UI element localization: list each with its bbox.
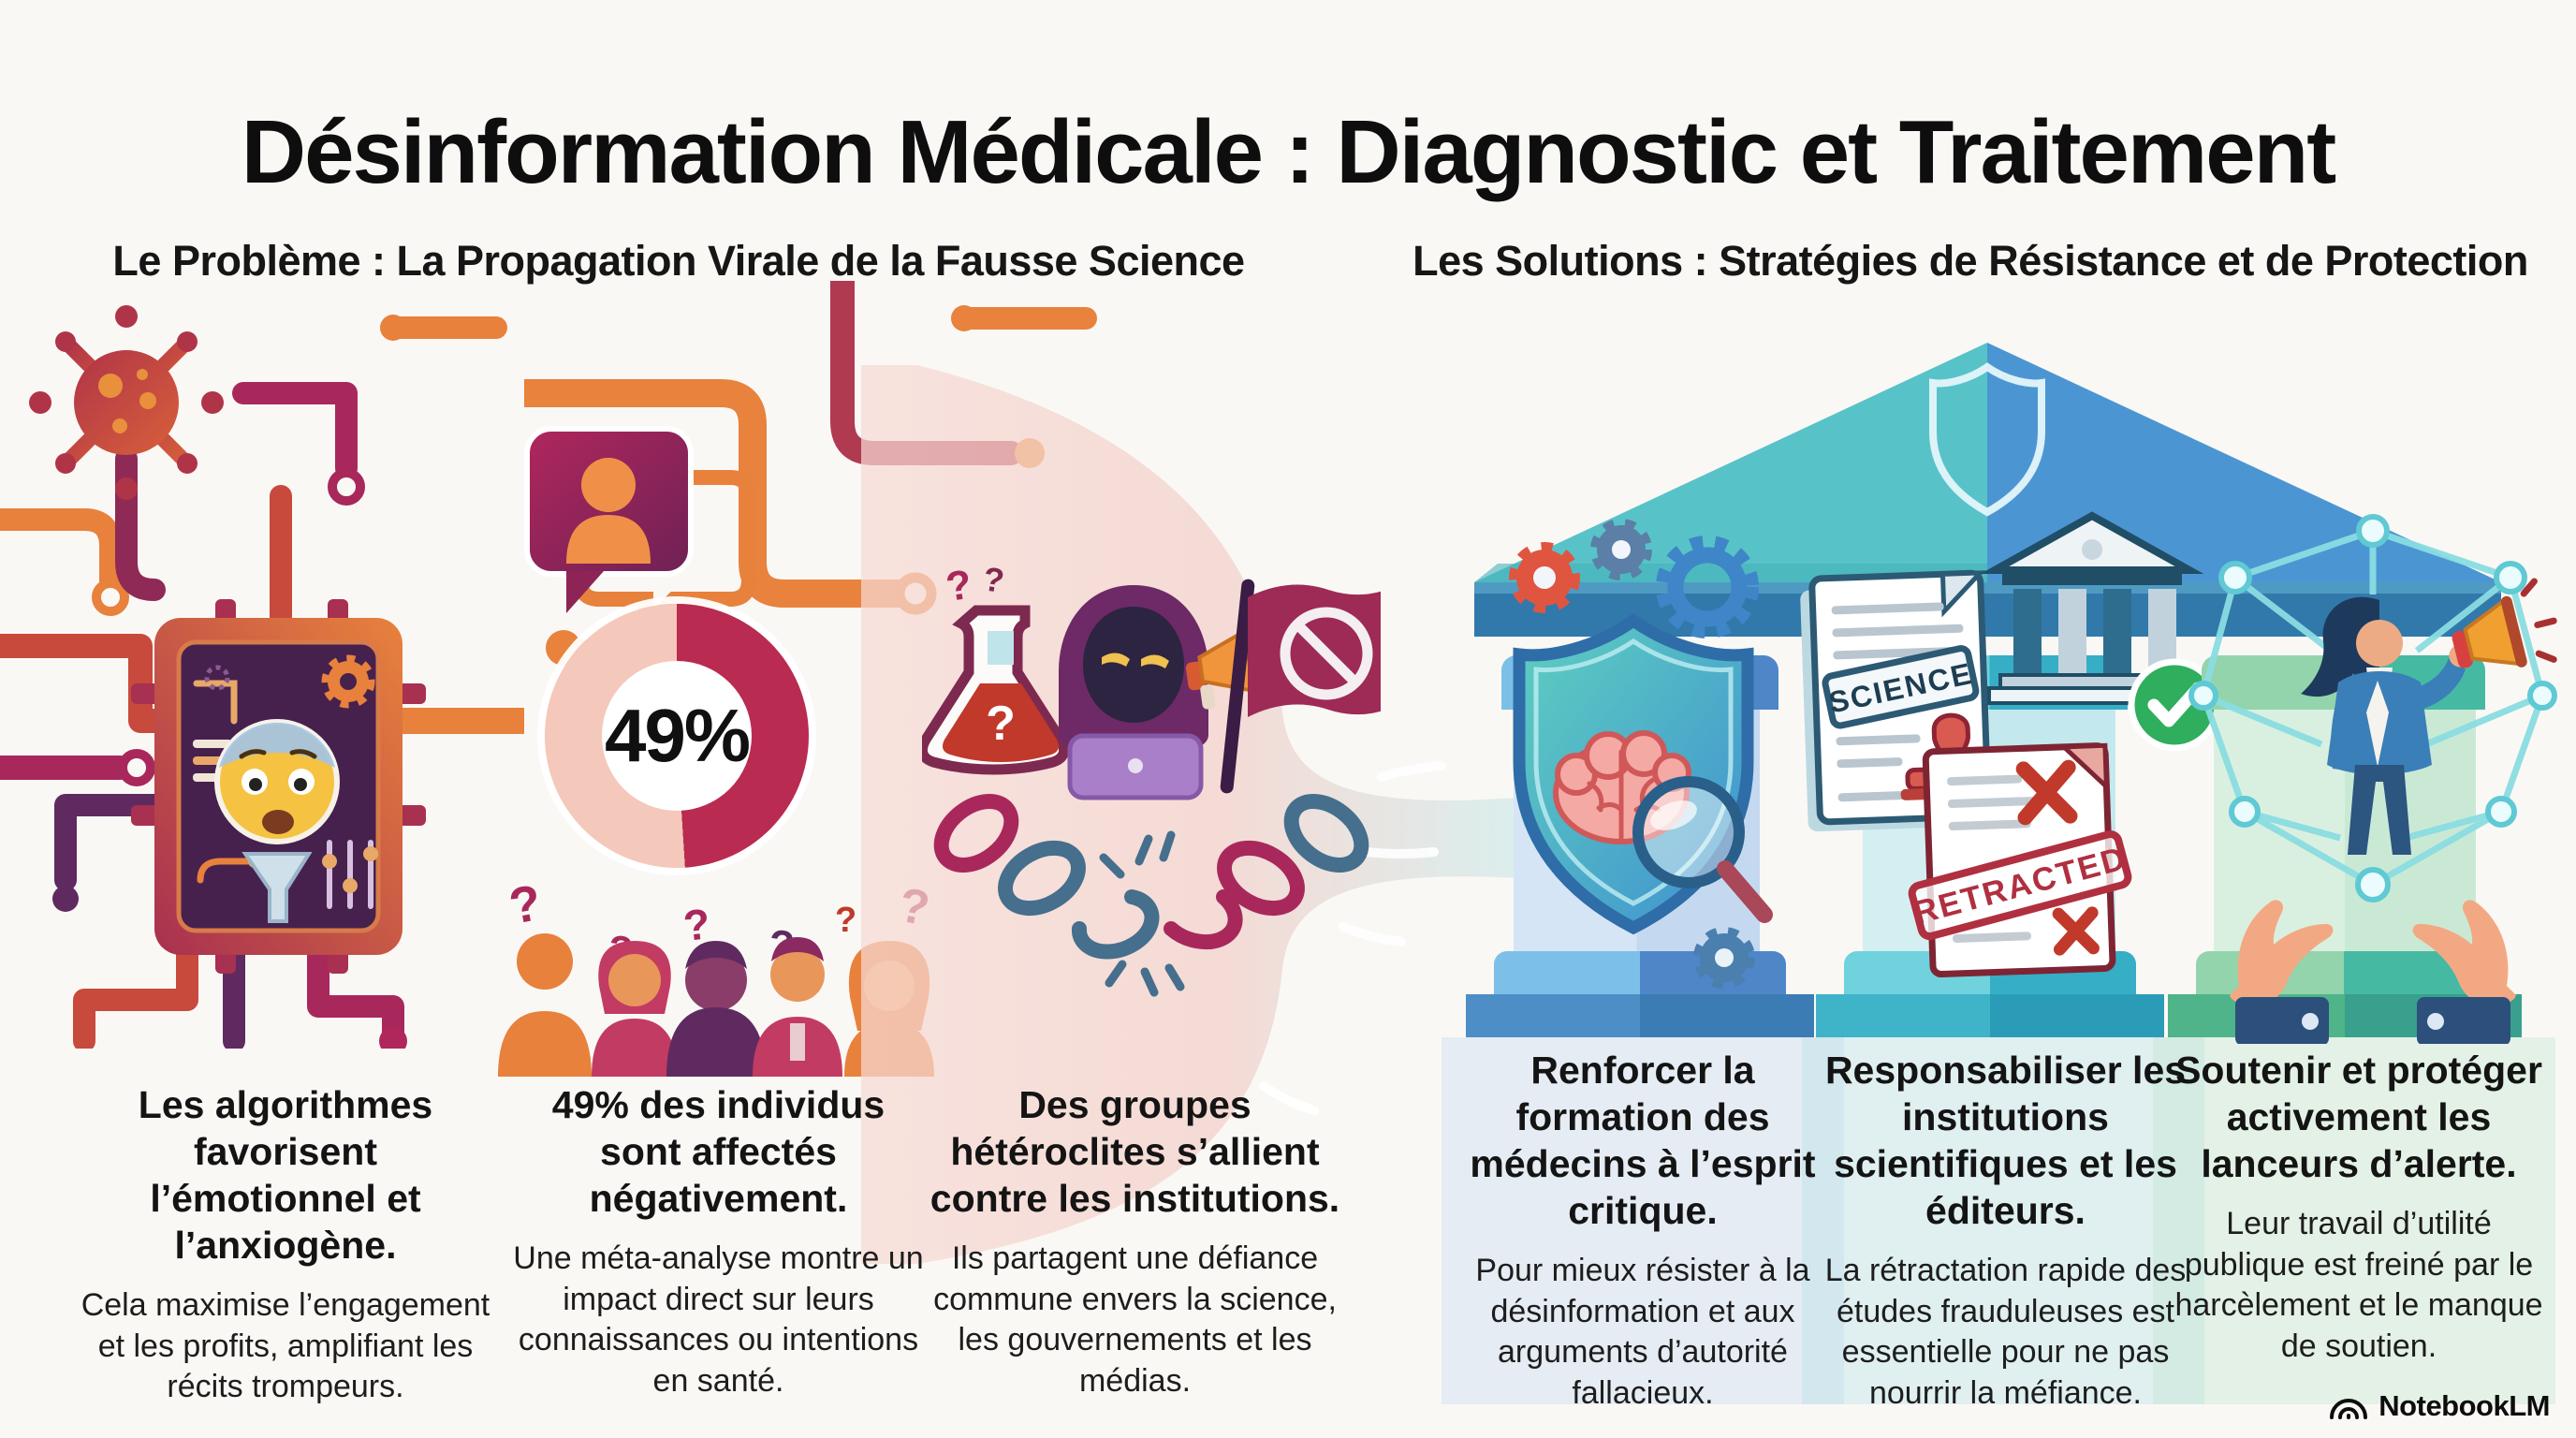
person-silhouette [666,941,766,1077]
notebooklm-watermark: NotebookLM [2328,1389,2550,1423]
person-silhouette [498,933,592,1077]
notebooklm-logo-icon [2330,1399,2368,1419]
donut-chart: 49% [545,604,809,868]
person-silhouette [592,941,678,1077]
solutions-section-heading: Les Solutions : Stratégies de Résistance… [1412,237,2528,286]
solution-item-title: Renforcer la formation des médecins à l’… [1470,1049,1816,1233]
problem-item-body: Une méta-analyse montre un impact direct… [513,1240,924,1399]
critical-thinking-illustration [1509,519,1773,989]
solution-item-training: Renforcer la formation des médecins à l’… [1446,1047,1839,1414]
solution-item-body: La rétractation rapide des études fraudu… [1824,1253,2187,1411]
brain-icon [1553,730,1691,844]
virus-icon [29,305,224,500]
svg-text:?: ? [835,901,856,940]
broken-chain-icon [933,794,1369,997]
megaphone-icon [2449,578,2557,668]
problem-item-groups: Des groupes hétéroclites s’allient contr… [913,1081,1357,1401]
pillar-panel [1802,1037,2204,1404]
chat-bubble-person-icon [524,426,756,632]
sliders-icon [322,840,378,909]
shield-outline-icon [1929,362,2045,517]
whistleblower-illustration [2188,514,2557,1044]
pillar-base [1466,994,1814,1037]
science-paper-icon: SCIENCE [1800,569,2006,832]
magnifier-icon [1632,776,1773,923]
page-title: Désinformation Médicale : Diagnostic et … [241,102,2336,203]
person-silhouette [753,937,842,1077]
problem-item-body: Cela maximise l’engagement et les profit… [80,1287,490,1405]
donut-percentage-label: 49% [604,694,751,777]
solution-item-body: Pour mieux résister à la désinformation … [1475,1253,1810,1411]
pillar-base [1816,994,2164,1037]
gear-icon [1509,542,1580,613]
problem-item-body: Ils partagent une défiance commune enver… [933,1240,1337,1399]
solution-item-title: Responsabiliser les institutions scienti… [1824,1049,2187,1233]
funnel-icon [242,852,313,923]
flask-icon: ? ? ? [922,559,1070,775]
whistleblower-person-icon [2301,578,2557,855]
svg-text:?: ? [986,697,1016,751]
problem-item-49-percent: 49% des individus sont affectés négative… [510,1081,927,1401]
svg-text:?: ? [681,899,712,950]
institutions-illustration: SCIENCE [1800,511,2218,978]
problem-item-title: 49% des individus sont affectés négative… [551,1083,886,1221]
problem-item-algorithms: Les algorithmes favorisent l’émotionnel … [80,1081,491,1408]
problem-section-heading: Le Problème : La Propagation Virale de l… [112,237,1245,286]
retracted-paper-icon: RETRACTED [1908,742,2132,978]
solution-item-body: Leur travail d’utilité publique est frei… [2174,1206,2543,1364]
pillar-panel [2153,1037,2555,1404]
svg-text:?: ? [944,562,974,610]
supporting-hand-icon [2230,900,2334,1044]
solution-item-title: Soutenir et protéger activement les lanc… [2175,1049,2542,1186]
supporting-hand-icon [2412,900,2516,1044]
shield-brain-icon [1513,613,1773,935]
notebooklm-watermark-label: NotebookLM [2378,1389,2550,1422]
solution-item-institutions: Responsabiliser les institutions scienti… [1802,1047,2209,1414]
svg-text:?: ? [505,875,546,935]
gear-icon [1590,519,1652,580]
problem-item-title: Des groupes hétéroclites s’allient contr… [929,1083,1340,1221]
donut-chart-hole: 49% [602,661,752,811]
solution-item-whistleblowers: Soutenir et protéger activement les lanc… [2162,1047,2555,1367]
contrarian-groups-illustration: ? ? ? [922,559,1381,997]
prohibition-flag-icon [1220,579,1381,794]
problem-item-title: Les algorithmes favorisent l’émotionnel … [138,1083,433,1268]
svg-text:?: ? [981,559,1006,600]
institution-building-icon [1980,511,2204,705]
pillar-panel [1442,1037,1844,1404]
scared-emoji-icon [214,719,340,844]
protection-network-icon [2188,514,2557,902]
algorithm-chip-icon [131,599,426,974]
gear-icon [1693,927,1755,989]
flow-funnel-shape [861,365,1516,1264]
gear-icon [1656,536,1759,638]
gear-icon [321,654,375,709]
algorithm-circuit-illustration [0,305,524,1049]
